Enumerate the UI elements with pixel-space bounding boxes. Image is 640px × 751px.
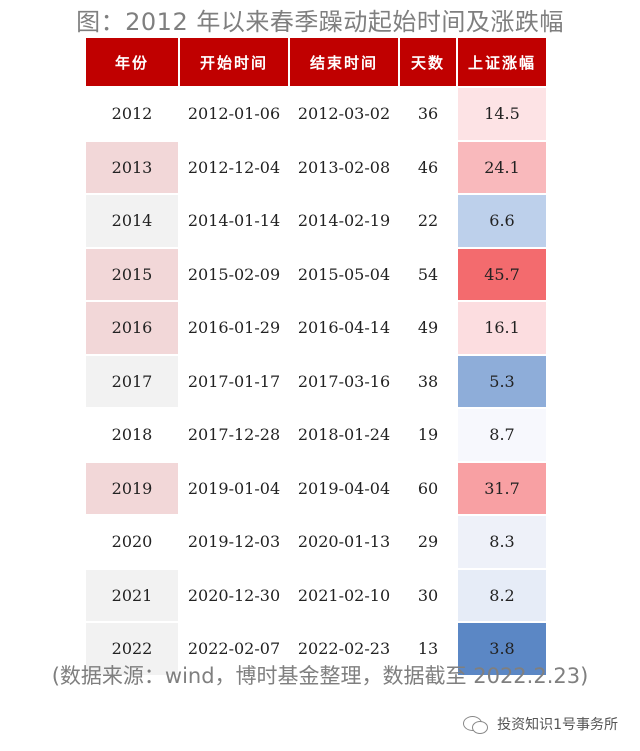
cell-year: 2013	[86, 139, 180, 193]
cell-end: 2022-02-23	[290, 621, 400, 675]
cell-year: 2018	[86, 407, 180, 461]
cell-gain: 8.3	[458, 514, 546, 568]
table-row: 2019 2019-01-04 2019-04-04 60 31.7	[86, 460, 546, 514]
cell-days: 30	[400, 567, 458, 621]
cell-end: 2017-03-16	[290, 353, 400, 407]
source-note: (数据来源：wind，博时基金整理，数据截至 2022.2.23)	[51, 664, 589, 688]
cell-days: 36	[400, 86, 458, 140]
cell-end: 2012-03-02	[290, 86, 400, 140]
cell-days: 46	[400, 139, 458, 193]
cell-start: 2019-01-04	[180, 460, 290, 514]
cell-year: 2015	[86, 246, 180, 300]
wechat-icon	[463, 714, 489, 734]
cell-days: 60	[400, 460, 458, 514]
cell-start: 2016-01-29	[180, 300, 290, 354]
page-title: 图：2012 年以来春季躁动起始时间及涨跌幅	[76, 8, 564, 36]
watermark: 投资知识1号事务所	[463, 712, 618, 736]
cell-year: 2022	[86, 621, 180, 675]
cell-gain: 8.7	[458, 407, 546, 461]
cell-end: 2015-05-04	[290, 246, 400, 300]
cell-gain: 24.1	[458, 139, 546, 193]
header-year: 年份	[86, 38, 180, 86]
cell-end: 2014-02-19	[290, 193, 400, 247]
cell-start: 2012-12-04	[180, 139, 290, 193]
cell-start: 2020-12-30	[180, 567, 290, 621]
cell-days: 49	[400, 300, 458, 354]
header-days: 天数	[400, 38, 458, 86]
header-gain: 上证涨幅	[458, 38, 546, 86]
cell-end: 2016-04-14	[290, 300, 400, 354]
table-row: 2013 2012-12-04 2013-02-08 46 24.1	[86, 139, 546, 193]
table-row: 2020 2019-12-03 2020-01-13 29 8.3	[86, 514, 546, 568]
cell-days: 19	[400, 407, 458, 461]
data-table: 年份 开始时间 结束时间 天数 上证涨幅 2012 2012-01-06 2012-…	[86, 38, 546, 675]
cell-start: 2022-02-07	[180, 621, 290, 675]
cell-year: 2016	[86, 300, 180, 354]
cell-gain: 45.7	[458, 246, 546, 300]
cell-end: 2021-02-10	[290, 567, 400, 621]
cell-year: 2021	[86, 567, 180, 621]
cell-start: 2014-01-14	[180, 193, 290, 247]
cell-year: 2012	[86, 86, 180, 140]
cell-days: 29	[400, 514, 458, 568]
cell-start: 2015-02-09	[180, 246, 290, 300]
cell-start: 2017-01-17	[180, 353, 290, 407]
table-row: 2014 2014-01-14 2014-02-19 22 6.6	[86, 193, 546, 247]
cell-end: 2018-01-24	[290, 407, 400, 461]
table-row: 2022 2022-02-07 2022-02-23 13 3.8	[86, 621, 546, 675]
table-row: 2012 2012-01-06 2012-03-02 36 14.5	[86, 86, 546, 140]
cell-start: 2012-01-06	[180, 86, 290, 140]
cell-gain: 3.8	[458, 621, 546, 675]
cell-gain: 8.2	[458, 567, 546, 621]
cell-gain: 31.7	[458, 460, 546, 514]
cell-end: 2019-04-04	[290, 460, 400, 514]
cell-start: 2017-12-28	[180, 407, 290, 461]
table-header-row: 年份 开始时间 结束时间 天数 上证涨幅	[86, 38, 546, 86]
cell-days: 13	[400, 621, 458, 675]
table-row: 2016 2016-01-29 2016-04-14 49 16.1	[86, 300, 546, 354]
cell-gain: 5.3	[458, 353, 546, 407]
table-row: 2015 2015-02-09 2015-05-04 54 45.7	[86, 246, 546, 300]
table-row: 2018 2017-12-28 2018-01-24 19 8.7	[86, 407, 546, 461]
cell-year: 2014	[86, 193, 180, 247]
cell-year: 2020	[86, 514, 180, 568]
cell-end: 2013-02-08	[290, 139, 400, 193]
watermark-text: 投资知识1号事务所	[497, 717, 618, 733]
table-row: 2021 2020-12-30 2021-02-10 30 8.2	[86, 567, 546, 621]
cell-start: 2019-12-03	[180, 514, 290, 568]
cell-end: 2020-01-13	[290, 514, 400, 568]
table-body: 2012 2012-01-06 2012-03-02 36 14.5 2013 2012-1…	[86, 86, 546, 675]
cell-days: 22	[400, 193, 458, 247]
cell-gain: 16.1	[458, 300, 546, 354]
header-end: 结束时间	[290, 38, 400, 86]
table-row: 2017 2017-01-17 2017-03-16 38 5.3	[86, 353, 546, 407]
cell-year: 2019	[86, 460, 180, 514]
cell-days: 38	[400, 353, 458, 407]
header-start: 开始时间	[180, 38, 290, 86]
cell-gain: 6.6	[458, 193, 546, 247]
cell-gain: 14.5	[458, 86, 546, 140]
cell-days: 54	[400, 246, 458, 300]
cell-year: 2017	[86, 353, 180, 407]
